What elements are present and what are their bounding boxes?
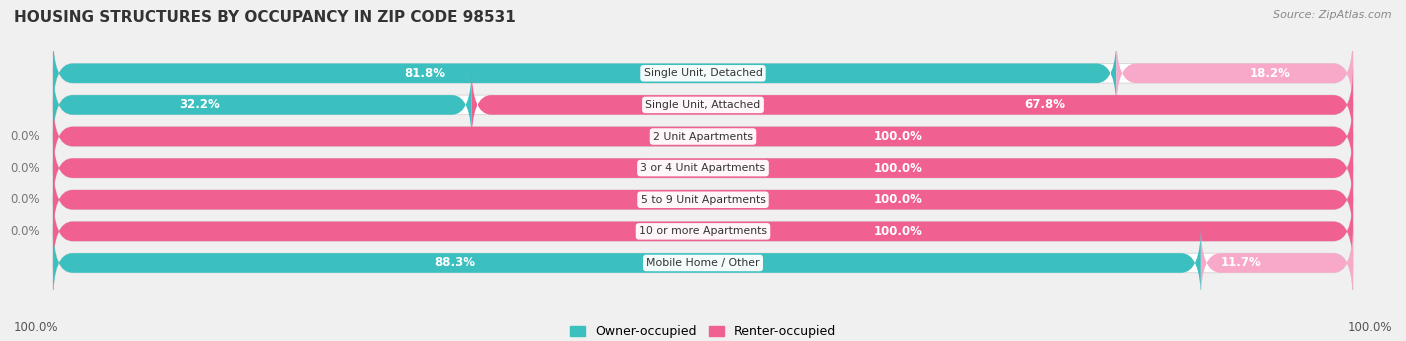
- Text: 18.2%: 18.2%: [1250, 67, 1291, 80]
- Text: 88.3%: 88.3%: [434, 256, 475, 269]
- FancyBboxPatch shape: [53, 225, 1353, 301]
- FancyBboxPatch shape: [53, 67, 471, 143]
- Text: 100.0%: 100.0%: [873, 130, 922, 143]
- FancyBboxPatch shape: [53, 36, 1353, 111]
- FancyBboxPatch shape: [471, 67, 1353, 143]
- Text: 10 or more Apartments: 10 or more Apartments: [638, 226, 768, 236]
- Text: 5 to 9 Unit Apartments: 5 to 9 Unit Apartments: [641, 195, 765, 205]
- FancyBboxPatch shape: [53, 194, 1353, 269]
- FancyBboxPatch shape: [1201, 225, 1353, 301]
- FancyBboxPatch shape: [53, 162, 1353, 237]
- FancyBboxPatch shape: [53, 131, 1353, 206]
- Text: 3 or 4 Unit Apartments: 3 or 4 Unit Apartments: [641, 163, 765, 173]
- Text: 100.0%: 100.0%: [873, 225, 922, 238]
- Text: Source: ZipAtlas.com: Source: ZipAtlas.com: [1274, 10, 1392, 20]
- Text: 100.0%: 100.0%: [1347, 321, 1392, 334]
- Legend: Owner-occupied, Renter-occupied: Owner-occupied, Renter-occupied: [565, 320, 841, 341]
- Text: Single Unit, Detached: Single Unit, Detached: [644, 68, 762, 78]
- FancyBboxPatch shape: [53, 36, 1116, 111]
- Text: 0.0%: 0.0%: [10, 130, 39, 143]
- Text: 100.0%: 100.0%: [873, 193, 922, 206]
- FancyBboxPatch shape: [1116, 36, 1353, 111]
- FancyBboxPatch shape: [53, 67, 1353, 143]
- Text: 67.8%: 67.8%: [1024, 99, 1064, 112]
- FancyBboxPatch shape: [53, 162, 1353, 237]
- Text: Mobile Home / Other: Mobile Home / Other: [647, 258, 759, 268]
- Text: HOUSING STRUCTURES BY OCCUPANCY IN ZIP CODE 98531: HOUSING STRUCTURES BY OCCUPANCY IN ZIP C…: [14, 10, 516, 25]
- Text: Single Unit, Attached: Single Unit, Attached: [645, 100, 761, 110]
- Text: 0.0%: 0.0%: [10, 225, 39, 238]
- FancyBboxPatch shape: [53, 99, 1353, 174]
- FancyBboxPatch shape: [53, 194, 1353, 269]
- Text: 100.0%: 100.0%: [14, 321, 59, 334]
- Text: 0.0%: 0.0%: [10, 162, 39, 175]
- FancyBboxPatch shape: [53, 225, 1201, 301]
- Text: 2 Unit Apartments: 2 Unit Apartments: [652, 132, 754, 142]
- Text: 81.8%: 81.8%: [405, 67, 446, 80]
- FancyBboxPatch shape: [53, 99, 1353, 174]
- Text: 0.0%: 0.0%: [10, 193, 39, 206]
- FancyBboxPatch shape: [53, 131, 1353, 206]
- Text: 32.2%: 32.2%: [179, 99, 219, 112]
- Text: 11.7%: 11.7%: [1220, 256, 1261, 269]
- Text: 100.0%: 100.0%: [873, 162, 922, 175]
